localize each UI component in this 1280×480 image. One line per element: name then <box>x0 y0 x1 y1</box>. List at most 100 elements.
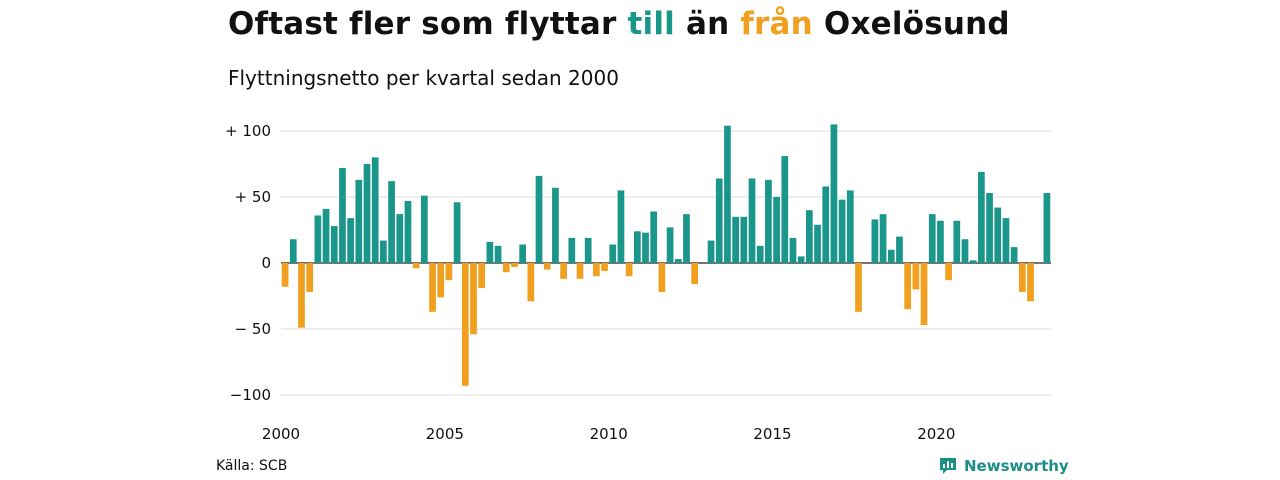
bar <box>920 263 928 326</box>
bar <box>339 167 346 263</box>
bar <box>781 156 789 263</box>
bar <box>314 215 322 263</box>
bar <box>674 259 682 263</box>
bar <box>371 157 379 263</box>
bar <box>773 197 780 263</box>
y-tick-label: + 100 <box>225 122 271 140</box>
bar <box>601 263 608 271</box>
title-part-5: Oxelösund <box>812 6 1010 42</box>
bar <box>789 237 797 263</box>
bar <box>412 263 420 269</box>
bar <box>756 245 764 263</box>
bar <box>1010 247 1018 263</box>
bar-chart: + 100 + 50 0 − 50 −100 2000 2005 2010 2015 2020 <box>225 122 1051 443</box>
bar <box>683 214 690 263</box>
bar <box>486 241 494 263</box>
title-till: till <box>627 6 675 42</box>
bar <box>429 263 436 312</box>
bar <box>322 208 330 263</box>
bar <box>797 256 805 263</box>
bar <box>871 219 879 263</box>
bar <box>396 214 404 263</box>
bar <box>420 195 428 263</box>
x-tick-label: 2010 <box>590 425 628 443</box>
bar <box>380 240 387 263</box>
chart-subtitle: Flyttningsnetto per kvartal sedan 2000 <box>228 66 619 90</box>
bar <box>969 260 977 263</box>
brand-name: Newsworthy <box>964 457 1069 475</box>
bar <box>896 236 903 263</box>
bar <box>642 232 649 263</box>
bar <box>445 263 453 281</box>
bar <box>609 244 617 263</box>
bar <box>740 216 748 263</box>
bar <box>765 179 772 263</box>
bar <box>822 186 830 263</box>
source-label: Källa: SCB <box>216 458 288 474</box>
bar <box>461 263 469 386</box>
bar <box>715 178 723 263</box>
bar <box>879 214 887 263</box>
bar <box>593 263 600 277</box>
bar <box>617 190 625 263</box>
bar <box>453 202 461 263</box>
x-tick-label: 2020 <box>917 425 955 443</box>
x-tick-label: 2000 <box>262 425 300 443</box>
bar <box>1043 193 1051 263</box>
brand: Newsworthy <box>938 456 1069 476</box>
bar <box>519 244 527 263</box>
bar <box>584 237 592 263</box>
bar <box>543 263 551 270</box>
bar <box>838 199 846 263</box>
x-tick-label: 2005 <box>426 425 464 443</box>
bar <box>289 239 297 263</box>
bar <box>986 193 993 263</box>
bar <box>552 187 559 263</box>
bar <box>945 263 952 281</box>
bar <box>666 227 674 263</box>
bar <box>576 263 584 279</box>
bar <box>855 263 862 312</box>
title-fran: från <box>740 6 813 42</box>
bar <box>437 263 445 298</box>
bar <box>347 218 354 263</box>
bar <box>470 263 477 335</box>
bar <box>887 249 895 263</box>
bar <box>904 263 912 310</box>
bar <box>732 216 739 263</box>
bar <box>691 263 699 285</box>
bar <box>1027 263 1034 302</box>
bar <box>404 200 412 263</box>
bar <box>494 245 502 263</box>
y-tick-label: −100 <box>230 386 271 404</box>
y-tick-label: 0 <box>261 254 271 272</box>
bar <box>937 220 944 263</box>
bar <box>724 125 731 263</box>
bar <box>953 220 961 263</box>
bar <box>650 211 658 263</box>
bars <box>281 124 1051 386</box>
bar <box>830 124 838 264</box>
newsworthy-logo-icon <box>940 458 956 474</box>
bar <box>928 214 936 263</box>
bar <box>298 263 305 328</box>
bar <box>388 181 395 263</box>
bar <box>527 263 535 302</box>
title-part-3: än <box>674 6 741 42</box>
y-tick-label: − 50 <box>235 320 271 338</box>
bar <box>814 224 821 263</box>
bar <box>306 263 314 293</box>
bar <box>511 263 518 267</box>
bar <box>748 178 756 263</box>
bar <box>633 231 641 263</box>
bar <box>707 240 715 263</box>
bar <box>1002 218 1010 263</box>
bar <box>355 179 363 263</box>
bar <box>478 263 486 289</box>
bar <box>502 263 510 273</box>
bar <box>994 207 1002 263</box>
y-tick-label: + 50 <box>235 188 271 206</box>
y-axis-ticks: + 100 + 50 0 − 50 −100 <box>225 122 271 404</box>
chart-title: Oftast fler som flyttar till än från Oxe… <box>228 6 1010 42</box>
x-axis-ticks: 2000 2005 2010 2015 2020 <box>262 425 956 443</box>
